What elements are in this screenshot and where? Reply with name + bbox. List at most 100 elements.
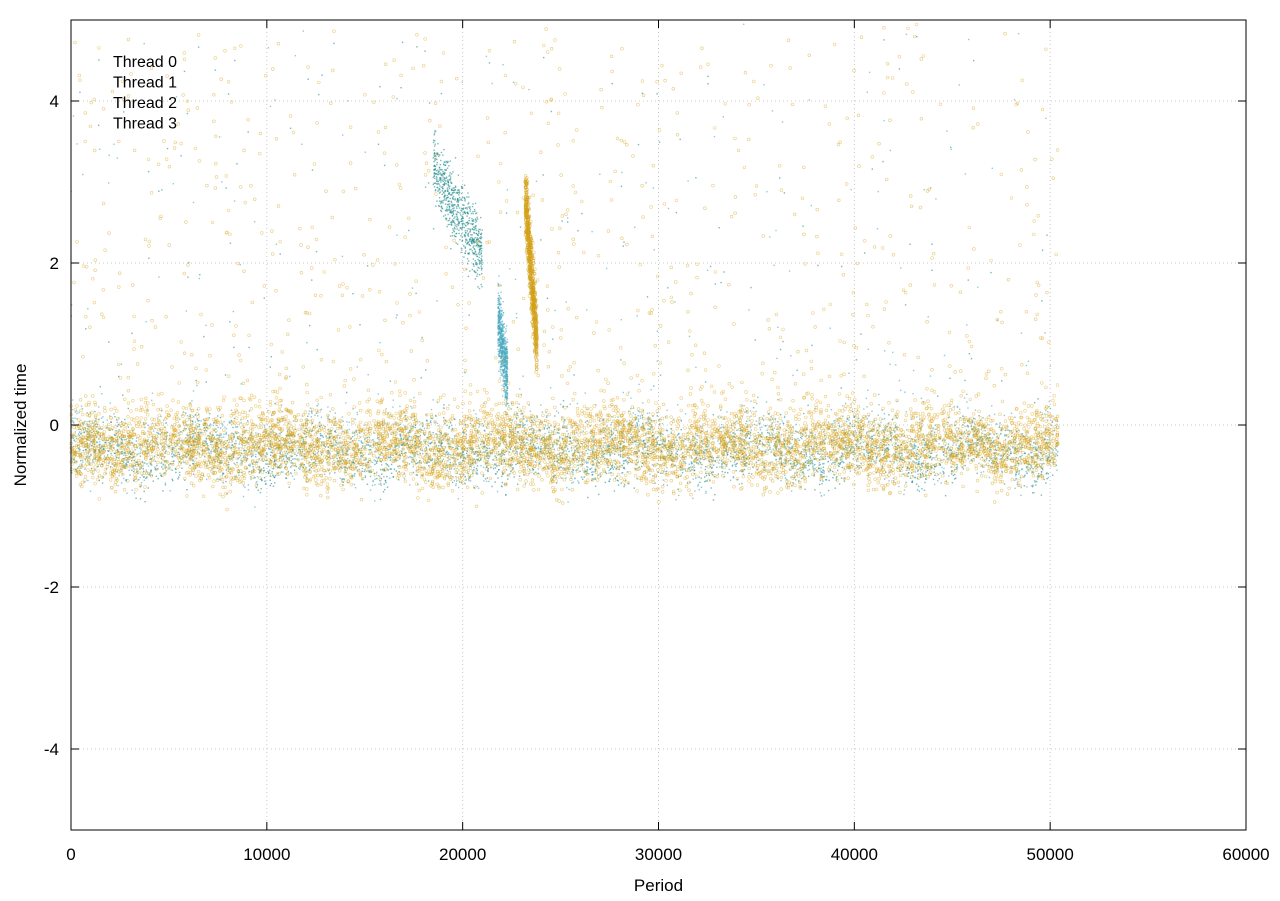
point-series-0 [830, 459, 831, 460]
point-series-0 [165, 484, 166, 485]
point-series-1 [1003, 449, 1004, 450]
point-series-0 [384, 165, 385, 166]
point-series-0 [316, 251, 317, 252]
point-series-0 [446, 178, 447, 179]
point-series-0 [286, 456, 287, 457]
point-series-0 [94, 469, 95, 470]
point-series-0 [479, 229, 480, 230]
point-series-0 [623, 442, 624, 443]
point-series-0 [657, 415, 658, 416]
point-series-0 [460, 235, 461, 236]
point-series-0 [806, 452, 807, 453]
point-series-0 [578, 482, 579, 483]
point-series-1 [228, 442, 229, 443]
point-series-0 [509, 473, 510, 474]
point-series-0 [444, 173, 445, 174]
point-series-1 [226, 432, 227, 433]
point-series-0 [581, 477, 582, 478]
point-series-0 [779, 177, 780, 178]
point-series-1 [817, 471, 818, 472]
point-series-0 [469, 315, 470, 316]
point-series-0 [452, 482, 453, 483]
point-series-0 [467, 258, 468, 259]
point-series-0 [610, 436, 611, 437]
point-series-0 [471, 234, 472, 235]
point-series-0 [342, 451, 343, 452]
point-series-0 [195, 380, 196, 381]
point-series-0 [457, 190, 458, 191]
point-series-1 [1034, 442, 1035, 443]
point-series-0 [641, 466, 642, 467]
point-series-0 [479, 274, 480, 275]
point-series-1 [718, 463, 719, 464]
point-series-1 [265, 483, 266, 484]
point-series-1 [217, 434, 218, 435]
point-series-0 [98, 125, 99, 126]
point-series-0 [462, 240, 463, 241]
point-series-0 [505, 494, 506, 495]
point-series-0 [479, 448, 480, 449]
point-series-0 [812, 466, 813, 467]
point-series-1 [148, 465, 149, 466]
point-series-1 [628, 392, 629, 393]
point-series-1 [192, 459, 193, 460]
point-series-0 [430, 443, 431, 444]
point-series-0 [438, 184, 439, 185]
point-series-0 [475, 240, 476, 241]
point-series-0 [374, 464, 375, 465]
point-series-0 [483, 425, 484, 426]
point-series-0 [883, 39, 884, 40]
point-series-0 [128, 426, 129, 427]
point-series-0 [607, 446, 608, 447]
point-series-0 [457, 202, 458, 203]
point-series-0 [473, 213, 474, 214]
point-series-1 [699, 444, 700, 445]
point-series-1 [123, 455, 124, 456]
point-series-1 [700, 467, 701, 468]
point-series-0 [249, 465, 250, 466]
point-series-0 [459, 199, 460, 200]
point-series-0 [470, 229, 471, 230]
point-series-0 [468, 206, 469, 207]
point-series-1 [475, 463, 476, 464]
point-series-1 [948, 475, 949, 476]
point-series-1 [102, 416, 103, 417]
point-series-0 [990, 272, 991, 273]
point-series-0 [433, 432, 434, 433]
point-series-0 [469, 244, 470, 245]
point-series-0 [452, 206, 453, 207]
point-series-1 [973, 437, 974, 438]
point-series-0 [443, 200, 444, 201]
point-series-1 [497, 491, 498, 492]
point-series-0 [452, 235, 453, 236]
point-series-0 [828, 471, 829, 472]
point-series-0 [452, 171, 453, 172]
point-series-0 [442, 202, 443, 203]
point-series-0 [492, 459, 493, 460]
point-series-0 [803, 413, 804, 414]
point-series-0 [448, 184, 449, 185]
point-series-1 [806, 456, 807, 457]
point-series-1 [903, 494, 904, 495]
point-series-1 [75, 436, 76, 437]
point-series-0 [449, 218, 450, 219]
point-series-1 [809, 456, 810, 457]
point-series-0 [544, 427, 545, 428]
point-series-0 [475, 264, 476, 265]
point-series-0 [446, 161, 447, 162]
point-series-0 [454, 204, 455, 205]
point-series-0 [647, 296, 648, 297]
point-series-0 [198, 46, 199, 47]
point-series-0 [863, 429, 864, 430]
point-series-0 [180, 155, 181, 156]
point-series-0 [473, 240, 474, 241]
point-series-0 [434, 172, 435, 173]
point-series-0 [677, 434, 678, 435]
point-series-0 [469, 249, 470, 250]
point-series-0 [396, 470, 397, 471]
point-series-1 [846, 421, 847, 422]
point-series-0 [473, 229, 474, 230]
point-series-0 [1052, 475, 1053, 476]
point-series-0 [160, 443, 161, 444]
point-series-0 [721, 466, 722, 467]
